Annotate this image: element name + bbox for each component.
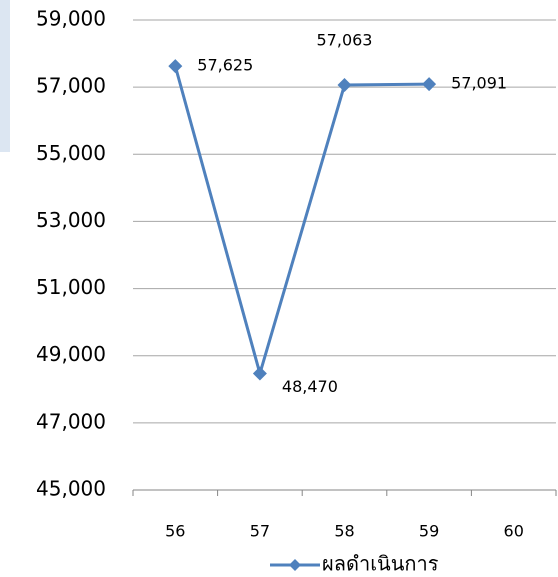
data-point bbox=[252, 366, 267, 381]
side-panel bbox=[0, 0, 10, 152]
y-tick-label: 49,000 bbox=[36, 342, 106, 366]
data-point bbox=[337, 78, 352, 93]
data-label: 48,470 bbox=[282, 377, 338, 396]
y-tick-label: 57,000 bbox=[36, 74, 106, 98]
y-tick-label: 59,000 bbox=[36, 7, 106, 31]
data-point bbox=[168, 59, 183, 74]
y-tick-label: 45,000 bbox=[36, 477, 106, 501]
x-tick-label: 58 bbox=[334, 522, 354, 541]
y-tick-label: 47,000 bbox=[36, 409, 106, 433]
x-tick-label: 57 bbox=[250, 522, 270, 541]
x-tick-label: 59 bbox=[419, 522, 439, 541]
data-point bbox=[422, 77, 437, 92]
data-label: 57,091 bbox=[451, 74, 507, 93]
legend-marker bbox=[289, 559, 301, 571]
series-line bbox=[173, 65, 430, 379]
y-tick-label: 53,000 bbox=[36, 208, 106, 232]
legend-label: ผลดำเนินการ bbox=[322, 552, 439, 576]
data-label: 57,063 bbox=[317, 31, 373, 50]
x-tick-label: 60 bbox=[504, 522, 524, 541]
x-tick-label: 56 bbox=[165, 522, 185, 541]
y-tick-label: 55,000 bbox=[36, 141, 106, 165]
data-label: 57,625 bbox=[197, 56, 253, 75]
y-tick-label: 51,000 bbox=[36, 275, 106, 299]
